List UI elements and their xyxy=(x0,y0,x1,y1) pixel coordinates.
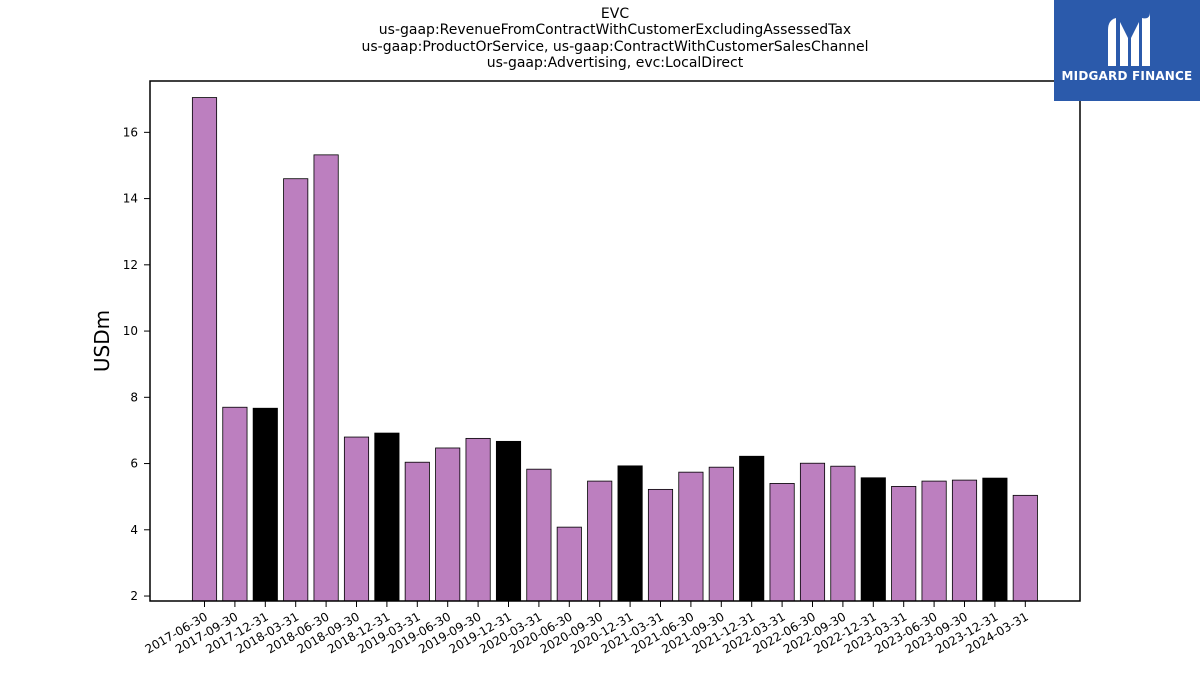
bar-2023-03-31 xyxy=(891,485,917,602)
bar-2023-09-30 xyxy=(951,479,978,602)
bar-2018-12-31 xyxy=(374,432,400,602)
plot-frame xyxy=(149,80,1081,602)
bar-2023-12-31 xyxy=(982,477,1008,602)
bar-2019-06-30 xyxy=(435,447,461,602)
bar-2021-12-31 xyxy=(739,455,765,602)
y-tick-label-16: 16 xyxy=(123,125,138,139)
chart-title-line-1: EVC xyxy=(600,6,630,22)
y-axis: 2 4 6 8 10 12 14 16 xyxy=(123,125,150,603)
bar-2018-03-31 xyxy=(283,178,309,602)
bar-2018-06-30 xyxy=(313,154,339,602)
y-tick-label-8: 8 xyxy=(130,390,138,404)
bars xyxy=(191,97,1038,602)
bar-2022-12-31 xyxy=(860,477,886,602)
x-axis: 2017-06-302017-09-302017-12-312018-03-31… xyxy=(143,601,1031,656)
bar-2021-03-31 xyxy=(647,488,674,602)
bar-2017-06-30 xyxy=(191,97,218,602)
bar-2018-09-30 xyxy=(343,436,370,602)
y-axis-label: USDm xyxy=(90,310,114,372)
bar-2022-09-30 xyxy=(830,465,856,602)
bar-2020-06-30 xyxy=(556,526,582,602)
midgard-finance-logo: MIDGARD FINANCE xyxy=(1054,0,1200,101)
bar-2023-06-30 xyxy=(921,480,947,602)
bar-2017-12-31 xyxy=(252,407,278,602)
y-tick-label-14: 14 xyxy=(123,192,138,206)
bar-2022-06-30 xyxy=(799,462,826,602)
bar-2021-09-30 xyxy=(708,466,734,602)
bar-2019-12-31 xyxy=(495,440,522,602)
midgard-logo-icon xyxy=(1108,12,1150,66)
bar-2020-03-31 xyxy=(526,468,552,602)
bar-2020-12-31 xyxy=(617,465,643,602)
y-tick-label-12: 12 xyxy=(123,258,138,272)
chart-title-line-3: us-gaap:ProductOrService, us-gaap:Contra… xyxy=(361,38,869,55)
bar-2019-03-31 xyxy=(404,461,430,602)
y-tick-label-6: 6 xyxy=(130,457,138,471)
bar-2022-03-31 xyxy=(769,483,795,602)
bar-2017-09-30 xyxy=(222,406,248,602)
bar-2020-09-30 xyxy=(587,480,613,602)
bar-2024-03-31 xyxy=(1012,494,1038,602)
y-tick-label-2: 2 xyxy=(130,589,138,603)
chart-title-line-4: us-gaap:Advertising, evc:LocalDirect xyxy=(486,55,744,72)
chart-title: EVC us-gaap:RevenueFromContractWithCusto… xyxy=(150,6,1080,72)
chart-title-line-2: us-gaap:RevenueFromContractWithCustomerE… xyxy=(378,22,852,39)
bar-2021-06-30 xyxy=(678,471,704,602)
y-tick-label-10: 10 xyxy=(123,324,138,338)
logo-text: MIDGARD FINANCE xyxy=(1061,69,1193,83)
y-tick-label-4: 4 xyxy=(130,523,138,537)
bar-2019-09-30 xyxy=(465,437,491,602)
